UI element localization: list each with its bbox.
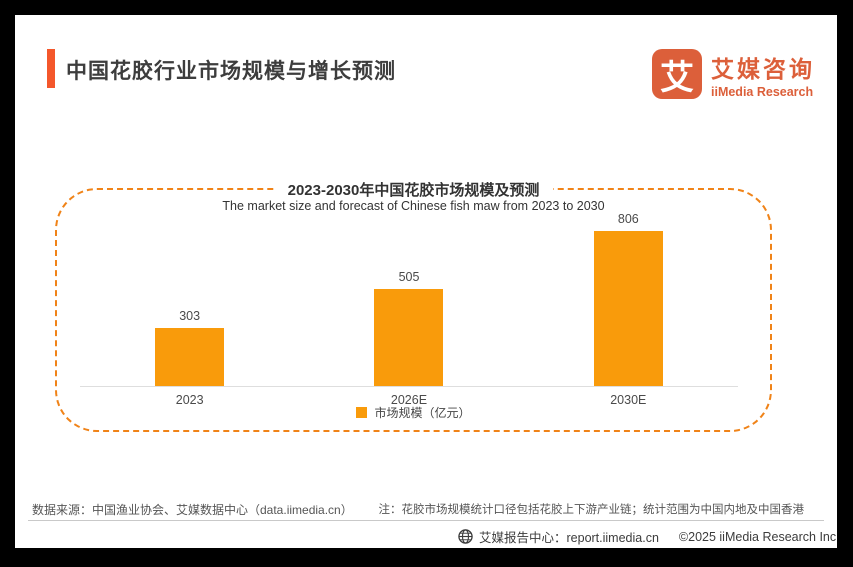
x-axis-label: 2023 xyxy=(175,393,204,407)
bottom-footer: 艾媒报告中心：report.iimedia.cn ©2025 iiMedia R… xyxy=(458,527,836,546)
title-accent-bar xyxy=(47,49,55,88)
bar-group: 303 xyxy=(80,309,299,386)
bar-group: 505 xyxy=(299,270,518,386)
bar-value-label: 505 xyxy=(398,270,420,284)
data-source-text: 数据来源：中国渔业协会、艾媒数据中心（data.iimedia.cn） xyxy=(32,503,353,517)
globe-icon xyxy=(458,529,473,544)
bar xyxy=(374,289,444,386)
iimedia-logo: 艾 艾媒咨询 iiMedia Research xyxy=(652,49,815,99)
plot-area: 303 505 806 xyxy=(80,210,738,387)
x-axis-labels: 2023 2026E 2030E xyxy=(80,393,738,407)
footnotes-row: 数据来源：中国渔业协会、艾媒数据中心（data.iimedia.cn） 注：花胶… xyxy=(32,501,820,518)
chart-container: 2023-2030年中国花胶市场规模及预测 The market size an… xyxy=(55,179,772,432)
chart-title: 2023-2030年中国花胶市场规模及预测 xyxy=(273,179,554,200)
chart-subtitle: The market size and forecast of Chinese … xyxy=(222,199,605,213)
slide-content: 中国花胶行业市场规模与增长预测 艾 艾媒咨询 iiMedia Research … xyxy=(15,15,837,548)
bar-group: 806 xyxy=(519,212,738,386)
iimedia-logo-icon: 艾 xyxy=(652,49,702,99)
bar-value-label: 303 xyxy=(179,309,201,323)
chart-legend: 市场规模（亿元） xyxy=(57,404,770,421)
bar xyxy=(155,328,225,386)
copyright-text: ©2025 iiMedia Research Inc xyxy=(678,529,837,544)
x-axis-label: 2026E xyxy=(390,393,428,407)
page-title: 中国花胶行业市场规模与增长预测 xyxy=(66,60,396,83)
legend-label: 市场规模（亿元） xyxy=(374,406,471,420)
note-text: 注：花胶市场规模统计口径包括花胶上下游产业链；统计范围为中国内地及中国香港 xyxy=(378,504,805,516)
x-axis-label: 2030E xyxy=(610,393,647,407)
logo-name-cn: 艾媒咨询 xyxy=(711,55,815,82)
footer-divider xyxy=(28,520,824,521)
bar-value-label: 806 xyxy=(617,212,639,226)
logo-name-en: iiMedia Research xyxy=(711,84,814,99)
iimedia-logo-text: 艾媒咨询 iiMedia Research xyxy=(711,50,815,99)
legend-swatch xyxy=(356,407,368,418)
report-center-text: 艾媒报告中心：report.iimedia.cn xyxy=(479,531,659,545)
bar xyxy=(593,231,663,386)
